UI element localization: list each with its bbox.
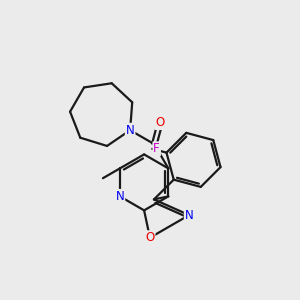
- Text: O: O: [145, 231, 154, 244]
- Text: O: O: [155, 116, 165, 129]
- Text: F: F: [153, 142, 160, 155]
- Text: N: N: [126, 124, 134, 137]
- Text: N: N: [116, 190, 124, 203]
- Text: N: N: [185, 208, 194, 222]
